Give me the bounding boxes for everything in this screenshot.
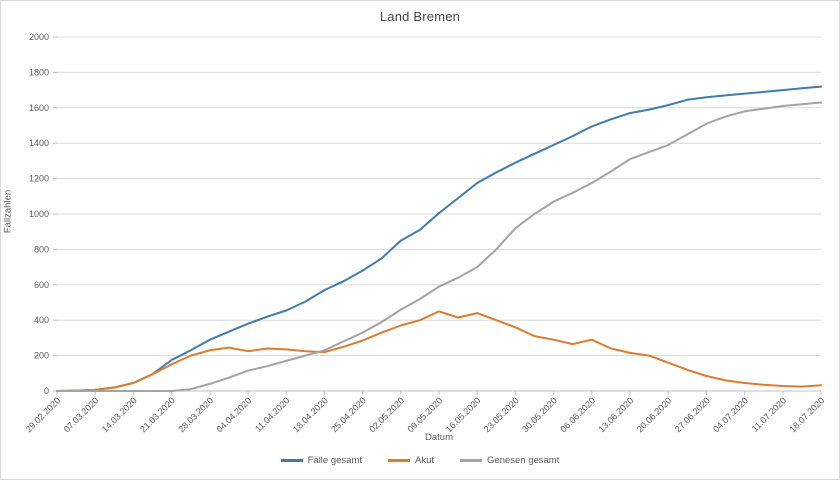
legend-swatch [280, 459, 303, 462]
chart-legend: Fälle gesamt Akut Genesen gesamt [1, 455, 839, 466]
x-tick-label: 27.06.2020 [673, 395, 712, 434]
x-tick-label: 25.04.2020 [329, 395, 368, 434]
x-tick-label: 11.07.2020 [750, 395, 788, 433]
x-tick-label: 16.05.2020 [444, 395, 483, 434]
legend-item: Genesen gesamt [460, 455, 559, 466]
x-tick-label: 18.07.2020 [787, 395, 826, 434]
y-tick-label: 1600 [29, 103, 49, 113]
legend-item: Fälle gesamt [280, 455, 362, 466]
y-tick-label: 600 [34, 280, 49, 290]
x-tick-label: 06.06.2020 [558, 395, 597, 434]
x-tick-label: 29.02.2020 [23, 395, 62, 434]
x-tick-label: 21.03.2020 [138, 395, 177, 434]
legend-label: Fälle gesamt [307, 455, 362, 466]
chart-title: Land Bremen [379, 9, 461, 24]
series-line-genesen-gesamt [56, 101, 822, 392]
x-tick-label: 07.03.2020 [62, 395, 101, 434]
x-tick-label: 14.03.2020 [100, 395, 139, 434]
x-tick-label: 02.05.2020 [367, 395, 406, 434]
x-tick-label: 11.04.2020 [253, 395, 291, 433]
x-tick-label: 04.07.2020 [711, 395, 750, 434]
x-tick-label: 23.05.2020 [482, 395, 521, 434]
x-tick-label: 09.05.2020 [405, 395, 444, 434]
x-tick-label: 28.03.2020 [176, 395, 215, 434]
x-tick-label: 30.05.2020 [520, 395, 559, 434]
y-tick-label: 0 [44, 386, 49, 396]
x-axis-title: Datum [425, 432, 453, 443]
y-tick-label: 2000 [29, 32, 49, 42]
y-tick-label: 1400 [29, 138, 49, 148]
legend-swatch [388, 459, 410, 462]
y-tick-label: 1800 [29, 67, 49, 77]
y-tick-label: 200 [34, 351, 49, 361]
y-tick-label: 1000 [29, 209, 49, 219]
x-tick-label: 18.04.2020 [291, 395, 330, 434]
x-tick-label: 20.06.2020 [635, 395, 674, 434]
x-tick-label: 13.06.2020 [596, 395, 635, 434]
x-tick-label: 04.04.2020 [214, 395, 253, 434]
y-tick-label: 800 [34, 244, 49, 254]
series-line-f-lle-gesamt [56, 85, 822, 392]
legend-swatch [460, 459, 483, 462]
legend-label: Akut [415, 455, 435, 466]
y-axis-title: Fallzahlen [2, 189, 14, 234]
legend-item: Akut [388, 455, 434, 466]
y-tick-label: 1200 [29, 174, 49, 184]
y-tick-label: 400 [34, 315, 49, 325]
series-line-akut [56, 310, 822, 392]
legend-label: Genesen gesamt [487, 455, 560, 466]
